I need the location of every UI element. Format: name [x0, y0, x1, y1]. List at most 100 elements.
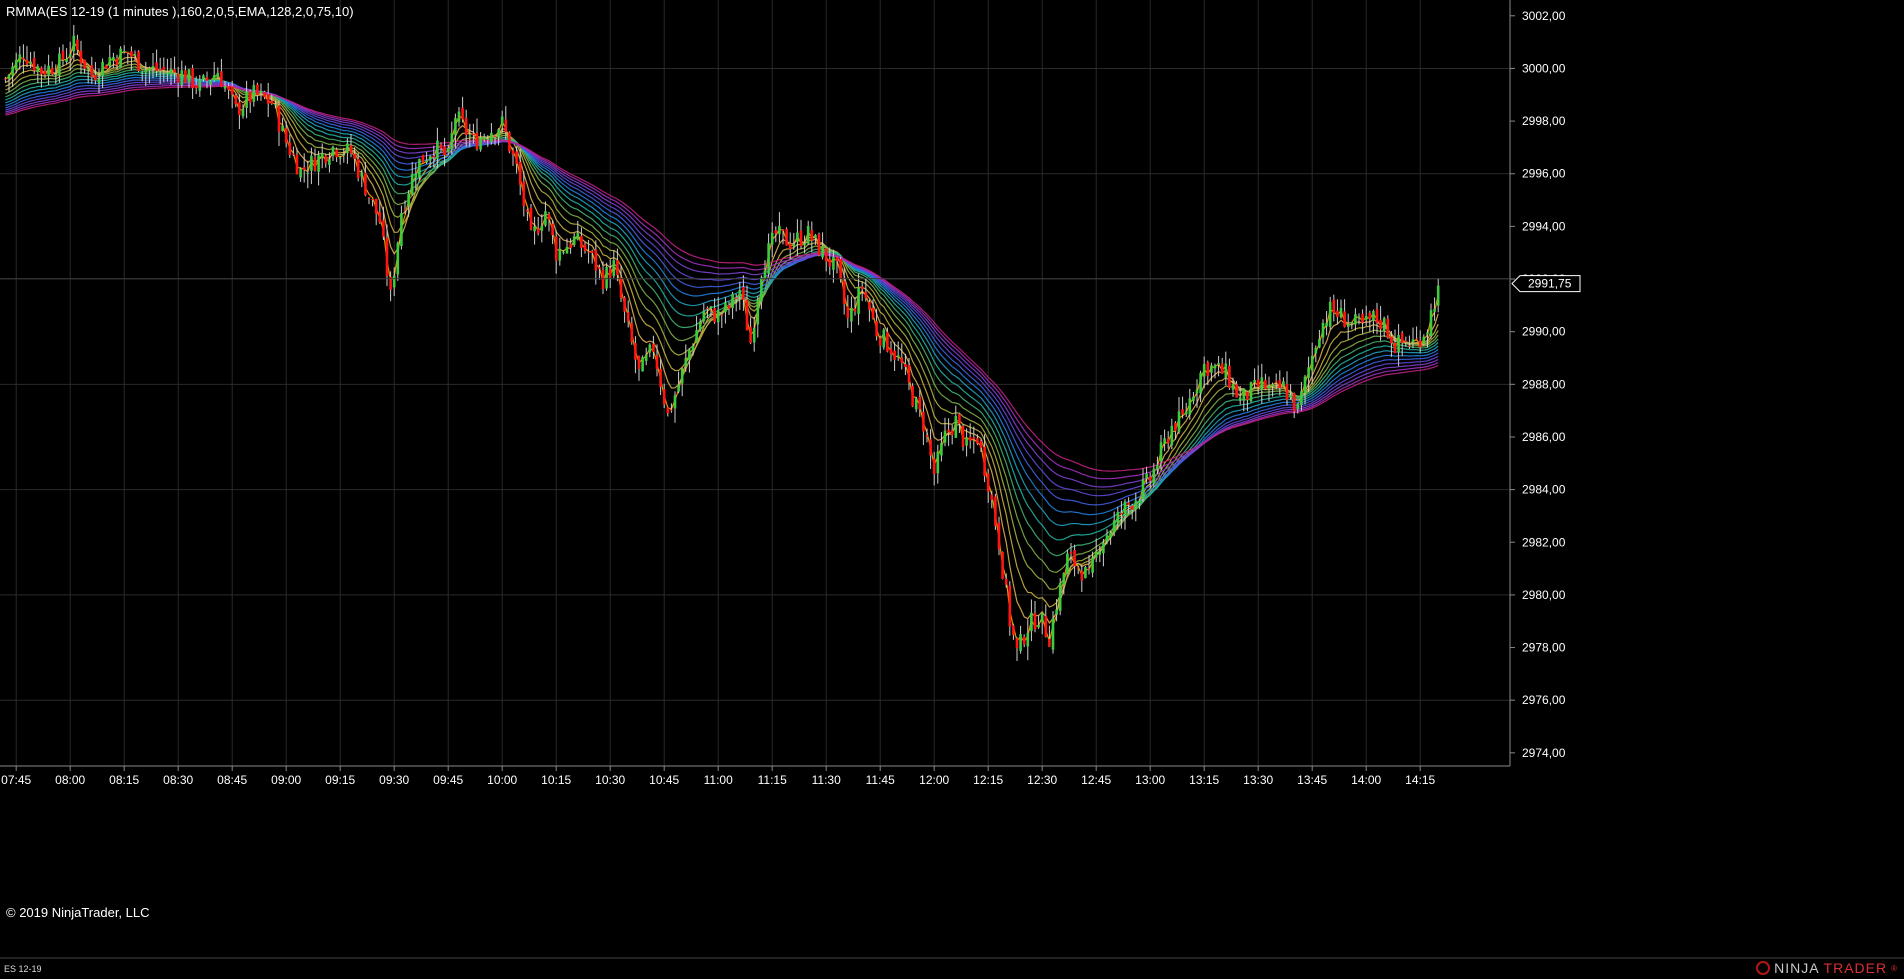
candle-body — [644, 354, 648, 361]
candle-body — [551, 223, 554, 236]
candle-body — [1379, 319, 1382, 330]
candle-body — [634, 342, 637, 360]
candle-body — [536, 228, 540, 234]
candle-body — [1354, 314, 1357, 325]
candle-body — [727, 304, 731, 309]
candle-body — [1242, 388, 1246, 401]
candle-body — [1238, 397, 1242, 400]
candle-body — [500, 116, 504, 126]
candle-body — [504, 119, 508, 133]
candle-body — [122, 51, 126, 53]
candle-body — [968, 436, 972, 441]
candle-body — [490, 133, 493, 143]
candle-body — [421, 154, 425, 163]
candle-body — [274, 104, 277, 106]
candle-body — [1296, 403, 1300, 410]
candle-body — [1289, 395, 1292, 398]
candle-body — [371, 199, 374, 201]
candle-body — [241, 108, 245, 117]
candle-body — [486, 139, 490, 141]
y-tick-label: 2984,00 — [1522, 483, 1566, 497]
candle-body — [1080, 571, 1084, 581]
candle-body — [940, 443, 943, 456]
candle-body — [670, 409, 673, 411]
candle-body — [216, 73, 220, 78]
candle-body — [796, 232, 799, 242]
candle-body — [137, 51, 140, 72]
candle-body — [1246, 391, 1249, 401]
candle-body — [331, 146, 335, 156]
candle-body — [79, 50, 83, 64]
candle-body — [356, 158, 360, 179]
candle-body — [954, 416, 958, 438]
candle-body — [511, 150, 515, 155]
y-tick-label: 2978,00 — [1522, 641, 1566, 655]
candle-body — [875, 320, 878, 337]
candle-body — [410, 174, 414, 195]
candle-body — [425, 160, 428, 163]
candle-body — [810, 229, 814, 241]
candle-body — [1166, 438, 1170, 444]
candle-body — [14, 59, 18, 70]
candle-body — [1217, 363, 1220, 365]
candle-body — [1332, 299, 1336, 313]
candle-body — [598, 267, 601, 269]
candle-body — [594, 249, 598, 271]
candle-body — [1411, 339, 1415, 343]
y-tick-label: 3002,00 — [1522, 9, 1566, 23]
y-tick-label: 3000,00 — [1522, 61, 1566, 75]
candle-body — [1040, 613, 1044, 623]
ma-ribbon-line — [5, 66, 1439, 573]
x-tick-label: 11:30 — [812, 773, 841, 787]
candle-body — [1372, 310, 1375, 321]
candle-body — [533, 226, 536, 232]
candle-body — [162, 66, 166, 71]
candle-body — [29, 61, 32, 64]
candle-body — [374, 198, 378, 214]
candle-body — [205, 77, 209, 81]
candle-body — [108, 57, 112, 66]
candle-body — [1393, 342, 1397, 354]
candle-body — [914, 398, 918, 410]
candle-body — [983, 446, 986, 476]
candle-body — [1087, 568, 1091, 570]
candle-body — [436, 140, 439, 159]
candle-body — [18, 54, 22, 63]
x-tick-label: 08:15 — [109, 773, 139, 787]
candle-body — [1249, 382, 1253, 402]
candle-body — [1170, 425, 1174, 446]
candle-body — [1303, 376, 1307, 394]
candle-body — [140, 71, 144, 73]
brand-mark-symbol: ® — [1891, 963, 1898, 973]
candle-body — [194, 85, 198, 89]
candle-body — [695, 330, 698, 343]
candle-body — [1098, 551, 1102, 555]
candle-body — [1210, 365, 1213, 373]
candle-body — [320, 153, 324, 159]
candle-body — [259, 91, 263, 94]
candle-body — [43, 71, 47, 75]
candle-body — [608, 268, 612, 278]
candle-body — [803, 243, 806, 246]
candle-body — [1278, 379, 1282, 389]
ninjatrader-logo: NINJA TRADER ® — [1756, 960, 1898, 976]
candle-body — [7, 74, 11, 80]
candle-body — [846, 306, 850, 319]
candle-body — [497, 129, 500, 137]
x-tick-label: 13:30 — [1243, 773, 1273, 787]
candle-body — [911, 385, 914, 407]
candle-body — [1231, 384, 1235, 390]
candle-body — [173, 69, 176, 73]
x-tick-label: 12:00 — [919, 773, 949, 787]
candle-body — [1285, 383, 1289, 400]
candle-body — [1030, 612, 1033, 632]
candle-body — [396, 242, 400, 275]
candle-body — [799, 230, 803, 247]
candle-body — [198, 79, 202, 91]
candle-body — [565, 246, 569, 254]
candle-body — [346, 143, 349, 154]
candle-body — [907, 364, 911, 383]
candle-body — [882, 329, 886, 348]
